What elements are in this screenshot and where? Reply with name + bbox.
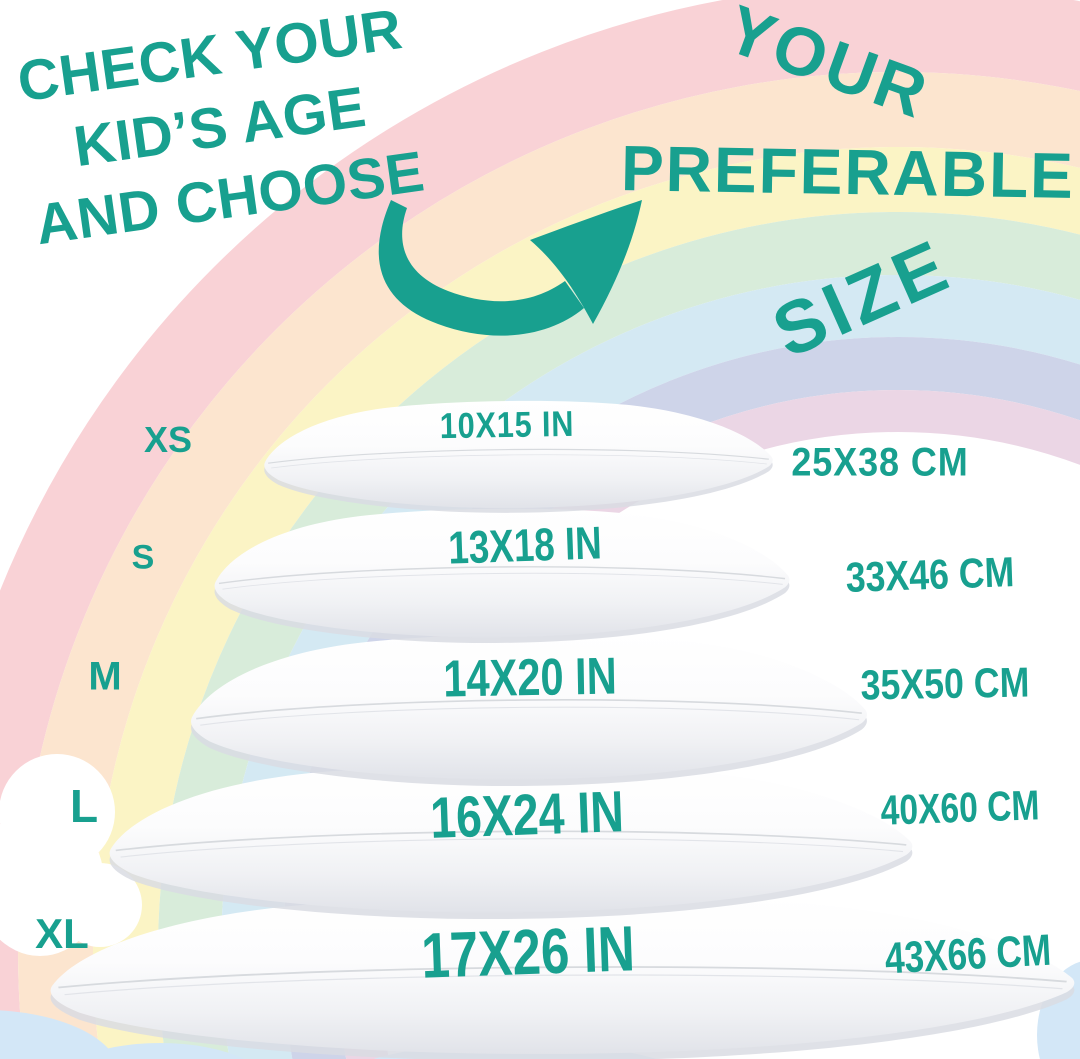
cm-label-xs: 25X38 CM xyxy=(791,440,969,485)
cm-label-m: 35X50 CM xyxy=(860,658,1030,709)
size-label-m: M xyxy=(88,654,122,699)
tagline-preferable: PREFERABLE xyxy=(620,132,1076,212)
size-label-xs: XS xyxy=(143,419,193,460)
inches-label-l: 16X24 IN xyxy=(429,779,625,851)
inches-label-s: 13X18 IN xyxy=(447,516,603,574)
cm-label-xl: 43X66 CM xyxy=(883,925,1053,984)
cloud-graphic xyxy=(0,754,142,956)
size-label-xl: XL xyxy=(35,910,89,957)
size-label-l: L xyxy=(69,780,99,832)
inches-label-xs: 10X15 IN xyxy=(439,402,575,447)
curved-arrow-icon xyxy=(378,200,642,336)
cm-label-l: 40X60 CM xyxy=(879,781,1041,834)
inches-label-xl: 17X26 IN xyxy=(420,912,636,992)
size-label-s: S xyxy=(131,538,155,577)
inches-label-m: 14X20 IN xyxy=(442,647,618,709)
cm-label-s: 33X46 CM xyxy=(844,548,1016,601)
